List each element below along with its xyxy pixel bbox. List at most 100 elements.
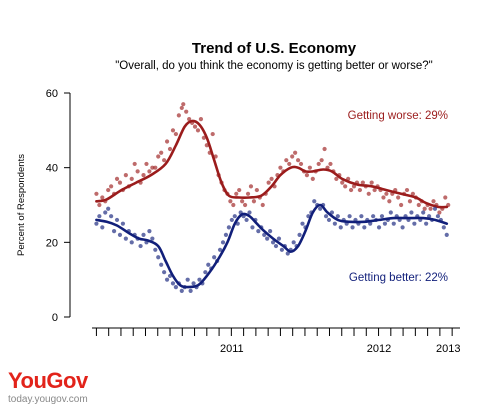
data-point-worse — [141, 173, 146, 178]
data-point-worse — [410, 191, 415, 196]
data-point-better — [359, 214, 364, 219]
data-point-worse — [184, 109, 189, 114]
y-tick-label: 20 — [46, 237, 58, 249]
data-point-worse — [242, 202, 248, 208]
data-point-better — [232, 214, 237, 219]
data-point-worse — [357, 187, 363, 193]
data-point-better — [106, 206, 111, 211]
data-point-better — [159, 262, 164, 267]
data-point-worse — [254, 187, 259, 193]
data-point-better — [141, 232, 146, 237]
data-point-better — [421, 210, 426, 215]
data-point-better — [109, 214, 114, 219]
data-point-worse — [129, 176, 134, 181]
data-point-better — [444, 232, 449, 237]
data-point-worse — [147, 169, 152, 174]
data-point-better — [117, 232, 123, 237]
data-point-worse — [443, 195, 448, 200]
data-point-better — [203, 270, 208, 275]
trend-line-worse — [95, 119, 449, 209]
data-point-worse — [234, 191, 239, 196]
data-point-worse — [304, 173, 310, 178]
data-point-better — [323, 214, 329, 219]
data-point-worse — [106, 187, 111, 193]
data-point-worse — [298, 161, 304, 167]
data-point-better — [197, 277, 202, 282]
data-point-better — [94, 221, 99, 226]
data-point-better — [114, 217, 120, 223]
data-point-worse — [240, 199, 245, 204]
data-point-better — [300, 221, 305, 226]
data-point-worse — [396, 195, 401, 200]
data-point-better — [220, 240, 226, 245]
data-point-better — [291, 240, 296, 245]
yougov-logo: YouGov today.yougov.com — [8, 368, 88, 406]
data-point-better — [206, 262, 211, 267]
data-point-worse — [123, 173, 128, 178]
x-tick-label: 2012 — [367, 343, 391, 355]
y-tick-label: 60 — [46, 88, 58, 100]
trend-line-better — [95, 203, 449, 289]
data-point-better — [268, 229, 273, 234]
data-point-better — [188, 288, 193, 293]
data-point-worse — [366, 191, 371, 196]
data-point-better — [276, 236, 282, 241]
data-point-worse — [195, 128, 201, 133]
data-point-better — [162, 270, 167, 275]
data-point-worse — [348, 187, 354, 193]
data-point-worse — [369, 180, 374, 185]
data-point-worse — [319, 158, 324, 163]
data-point-worse — [100, 195, 105, 200]
data-point-better — [129, 240, 134, 245]
data-point-worse — [387, 199, 392, 204]
axes: 0 20 40 60 2011 2012 2013 — [46, 88, 461, 355]
data-point-better — [247, 210, 252, 215]
data-point-worse — [293, 150, 298, 155]
data-point-worse — [210, 131, 215, 137]
data-point-worse — [399, 202, 404, 208]
data-point-worse — [316, 161, 321, 167]
data-point-better — [191, 281, 196, 286]
data-point-worse — [248, 184, 254, 189]
data-point-better — [441, 225, 446, 230]
data-point-better — [223, 232, 229, 237]
chart-subtitle: "Overall, do you think the economy is ge… — [115, 60, 433, 72]
data-point-better — [265, 236, 270, 241]
data-point-better — [350, 225, 355, 230]
data-point-worse — [381, 195, 386, 200]
data-point-better — [147, 229, 152, 234]
series-label-worse: Getting worse: 29% — [348, 110, 448, 122]
data-point-worse — [384, 191, 389, 196]
data-point-worse — [231, 202, 236, 208]
data-point-worse — [290, 154, 295, 159]
data-point-worse — [114, 176, 120, 181]
data-point-better — [256, 229, 261, 234]
data-point-better — [376, 225, 382, 230]
data-point-worse — [228, 199, 233, 204]
logo-text: YouGov — [8, 368, 88, 393]
data-point-better — [297, 232, 302, 237]
data-point-better — [362, 225, 367, 230]
data-point-worse — [94, 191, 99, 196]
data-point-worse — [287, 161, 292, 167]
data-point-better — [326, 217, 332, 223]
data-point-worse — [245, 191, 251, 196]
data-point-better — [212, 255, 217, 260]
y-tick-label: 40 — [46, 163, 58, 175]
x-tick-label: 2013 — [436, 343, 460, 355]
data-point-better — [185, 277, 190, 282]
data-point-worse — [132, 161, 137, 167]
data-point-worse — [167, 146, 173, 152]
labels-layer: Getting worse: 29% Getting better: 22% — [348, 110, 448, 284]
data-point-worse — [135, 169, 140, 174]
data-point-better — [329, 210, 335, 215]
y-axis-label: Percent of Respondents — [16, 154, 27, 256]
data-point-better — [400, 225, 405, 230]
data-point-worse — [179, 105, 184, 111]
data-point-better — [318, 206, 323, 211]
data-point-worse — [150, 165, 155, 170]
data-point-better — [164, 277, 170, 282]
data-point-worse — [170, 128, 176, 133]
data-point-better — [229, 217, 234, 223]
